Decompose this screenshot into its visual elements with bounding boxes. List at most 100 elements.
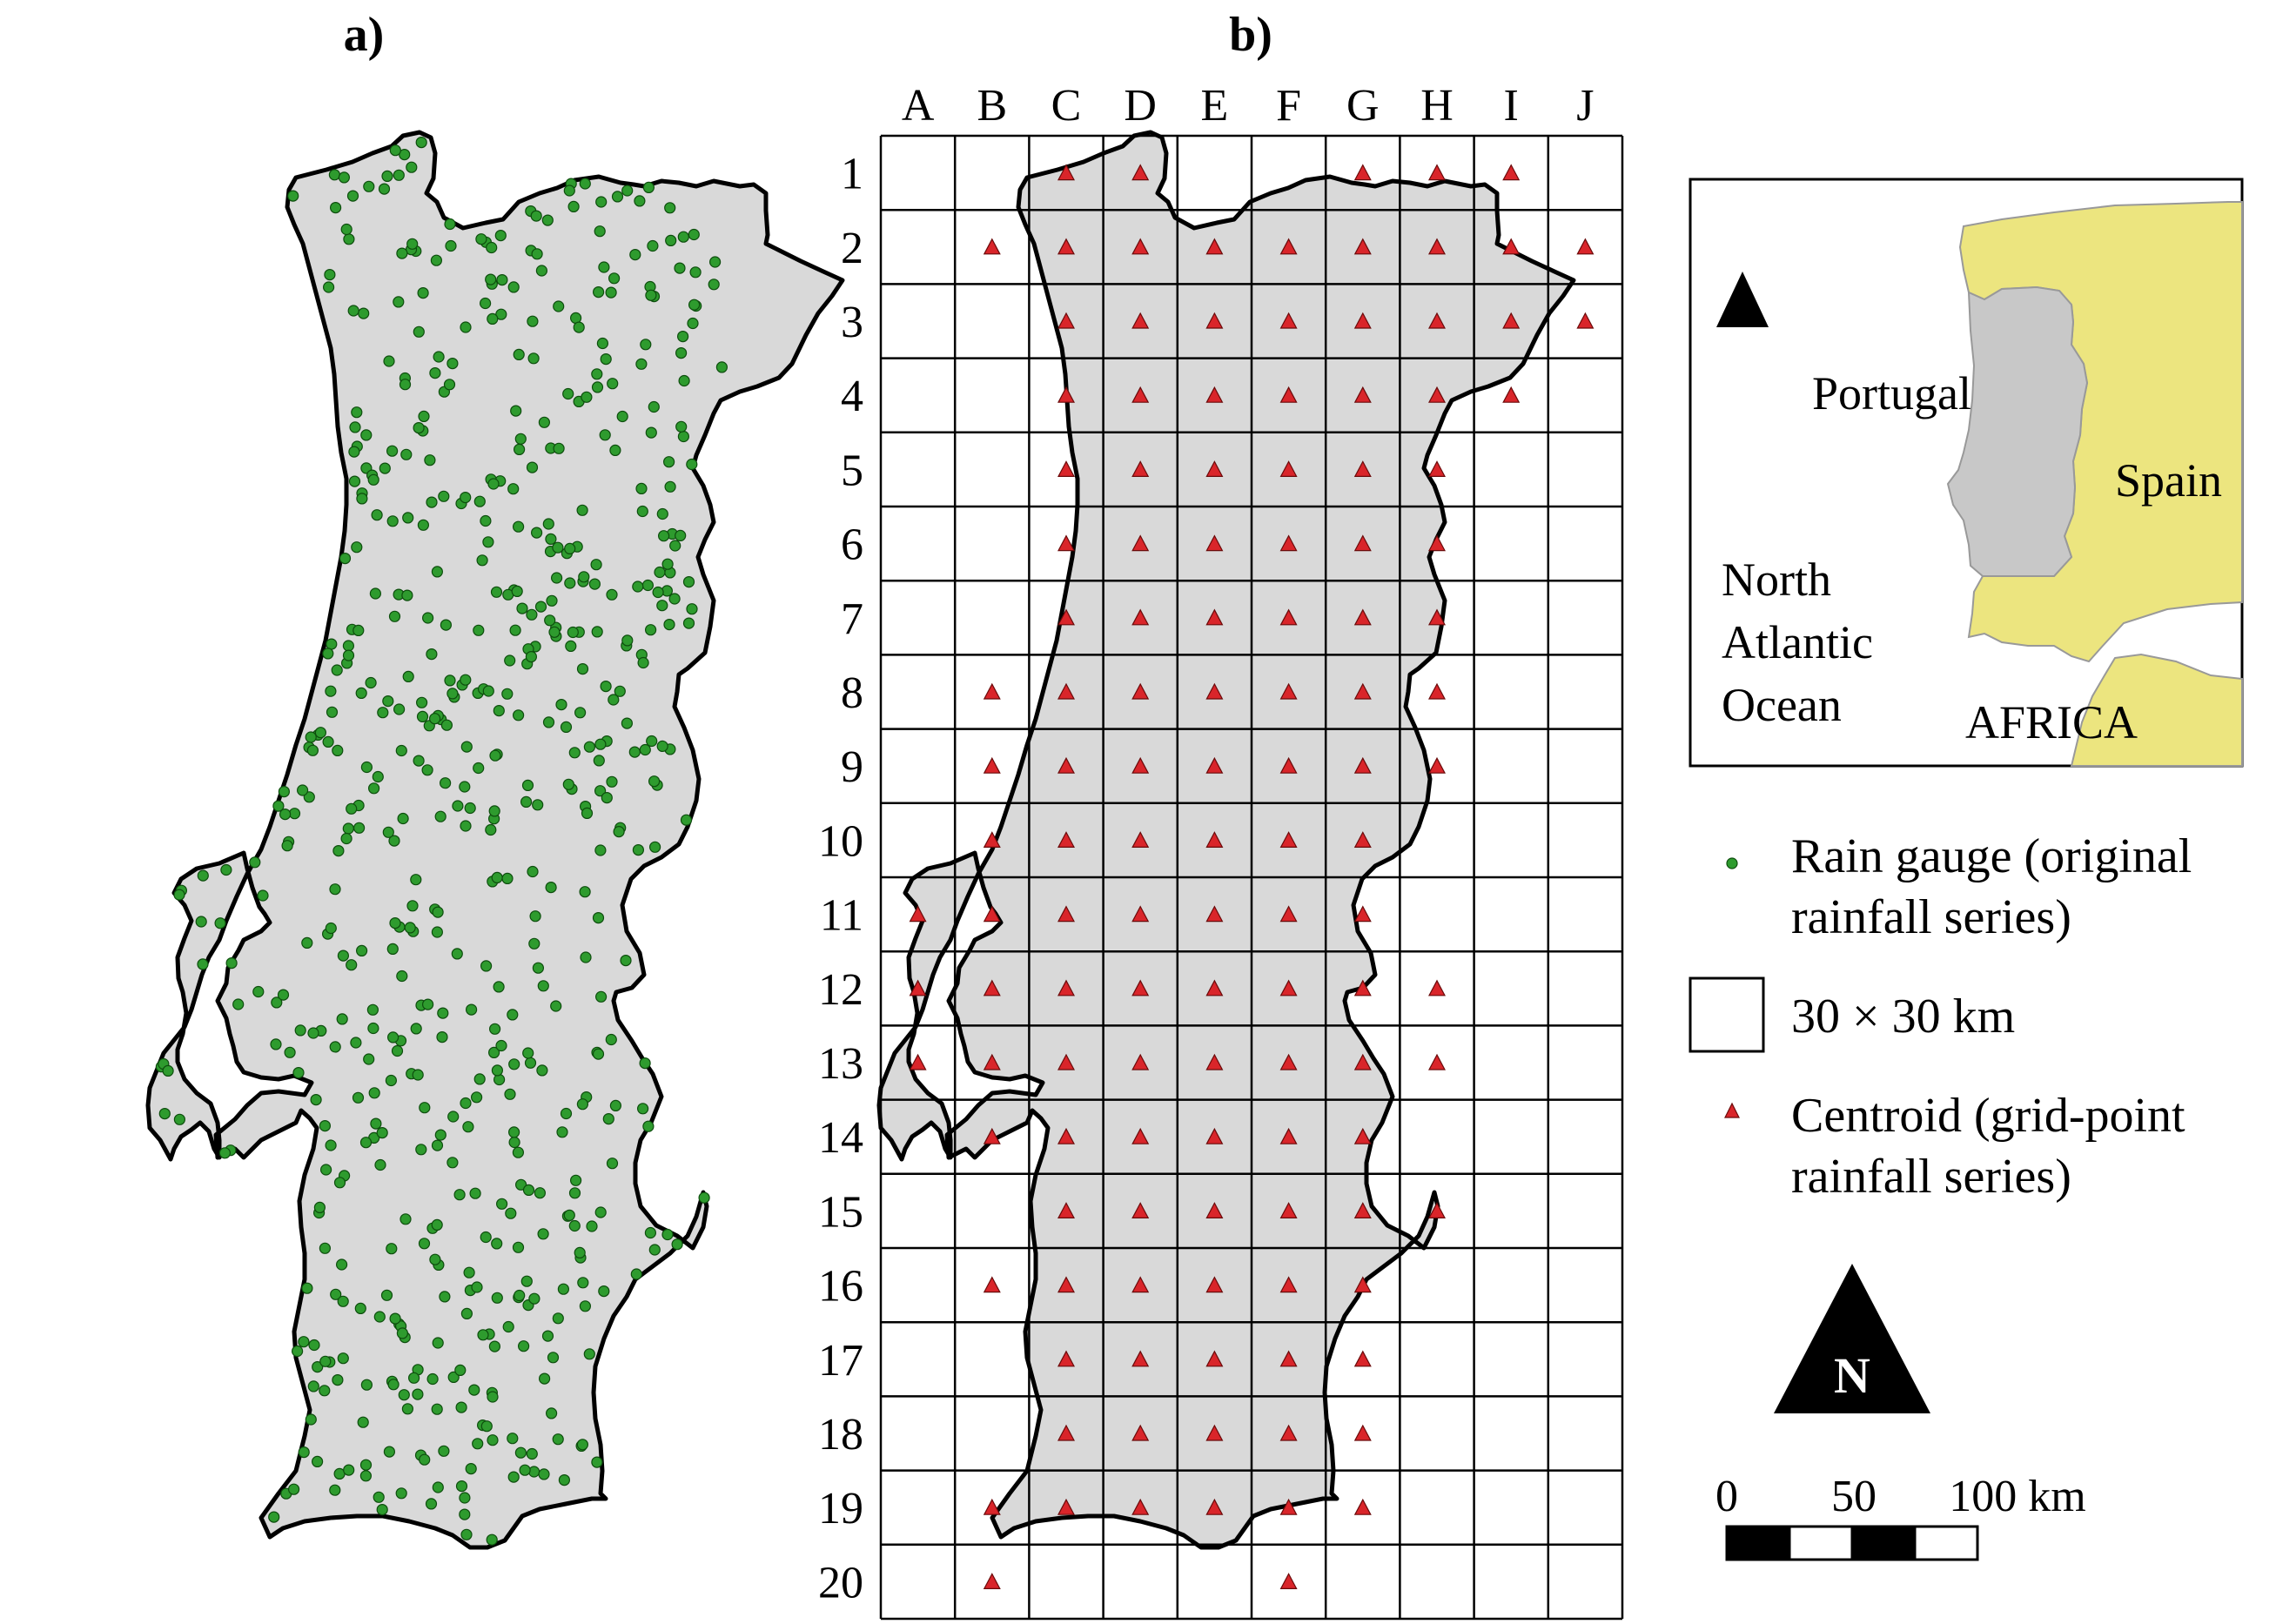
- rain-gauge-point: [574, 1246, 586, 1259]
- rain-gauge-point: [408, 1372, 420, 1384]
- centroid-G19: [1353, 1498, 1372, 1515]
- rain-gauge-point: [324, 269, 336, 281]
- map-b: [876, 130, 1576, 1550]
- rain-gauge-point: [645, 289, 657, 301]
- centroid-G16: [1353, 1276, 1372, 1293]
- rain-gauge-point: [367, 473, 379, 486]
- centroid-F9: [1279, 756, 1298, 774]
- legend-gauge-symbol: [1726, 857, 1738, 869]
- centroid-E6: [1205, 534, 1224, 552]
- centroid-D17: [1131, 1350, 1150, 1367]
- rain-gauge-point: [565, 640, 577, 653]
- rain-gauge-point: [583, 1348, 595, 1360]
- rain-gauge-point: [580, 951, 592, 963]
- rain-gauge-point: [678, 374, 690, 387]
- rain-gauge-point: [550, 1000, 562, 1012]
- rain-gauge-point: [389, 144, 401, 157]
- rain-gauge-point: [387, 1031, 399, 1044]
- rain-gauge-point: [514, 1178, 527, 1191]
- rain-gauge-point: [639, 1057, 651, 1070]
- rain-gauge-point: [464, 802, 476, 815]
- rain-gauge-point: [278, 785, 290, 798]
- rain-gauge-point: [348, 475, 361, 487]
- centroid-C18: [1057, 1424, 1075, 1441]
- rain-gauge-point: [591, 1456, 603, 1468]
- rain-gauge-point: [621, 634, 634, 647]
- rain-gauge-point: [197, 869, 209, 882]
- centroid-D12: [1131, 979, 1150, 997]
- rain-gauge-point: [545, 533, 557, 546]
- rain-gauge-point: [598, 261, 610, 273]
- rain-gauge-point: [675, 347, 688, 359]
- centroid-G9: [1353, 756, 1372, 774]
- inset-label-ocean-2: Atlantic: [1722, 616, 1873, 668]
- rain-gauge-point: [422, 998, 434, 1010]
- north-arrow-label: N: [1834, 1347, 1870, 1404]
- rain-gauge-point: [646, 735, 658, 748]
- rain-gauge-point: [512, 1241, 525, 1253]
- rain-gauge-point: [426, 496, 438, 508]
- centroid-C19: [1057, 1498, 1075, 1515]
- rain-gauge-point: [512, 520, 525, 533]
- rain-gauge-point: [359, 1470, 372, 1482]
- rain-gauge-point: [355, 687, 367, 700]
- rain-gauge-point: [567, 200, 580, 212]
- rain-gauge-point: [438, 1445, 450, 1457]
- rain-gauge-point: [379, 462, 391, 474]
- centroid-I4: [1502, 386, 1521, 403]
- rain-gauge-point: [337, 1295, 349, 1307]
- rain-gauge-point: [288, 1483, 300, 1495]
- rain-gauge-point: [578, 571, 590, 583]
- rain-gauge-point: [594, 990, 608, 1003]
- rain-gauge-point: [434, 1129, 446, 1141]
- rain-gauge-point: [406, 238, 419, 250]
- centroid-B8: [983, 682, 1001, 700]
- centroid-H7: [1428, 608, 1446, 626]
- grid-column-label: E: [1201, 81, 1229, 131]
- rain-gauge-point: [340, 223, 352, 236]
- rain-gauge-point: [307, 1027, 319, 1039]
- rain-gauge-point: [636, 505, 648, 518]
- rain-gauge-point: [429, 713, 441, 725]
- rain-gauge-point: [468, 1384, 480, 1396]
- centroid-B9: [983, 756, 1001, 774]
- rain-gauge-point: [552, 541, 564, 554]
- rain-gauge-point: [325, 1139, 337, 1151]
- rain-gauge-point: [475, 233, 487, 245]
- rain-gauge-point: [395, 744, 407, 757]
- rain-gauge-point: [310, 1093, 322, 1106]
- rain-gauge-point: [412, 1388, 424, 1400]
- rain-gauge-point: [330, 202, 342, 214]
- rain-gauge-point: [444, 218, 456, 231]
- grid-row-label: 2: [841, 224, 863, 273]
- rain-gauge-point: [614, 685, 626, 697]
- centroid-H8: [1428, 682, 1446, 700]
- rain-gauge-point: [370, 1117, 382, 1130]
- rain-gauge-point: [383, 1446, 395, 1458]
- rain-gauge-point: [480, 1231, 492, 1244]
- rain-gauge-point: [388, 610, 401, 622]
- rain-gauge-point: [357, 1416, 369, 1428]
- centroid-G4: [1353, 386, 1372, 403]
- rain-gauge-point: [413, 325, 425, 338]
- rain-gauge-point: [648, 841, 661, 853]
- centroid-C9: [1057, 756, 1075, 774]
- centroid-D8: [1131, 682, 1150, 700]
- centroid-E5: [1205, 460, 1224, 478]
- rain-gauge-point: [337, 950, 349, 962]
- rain-gauge-point: [525, 650, 538, 663]
- rain-gauge-point: [432, 1481, 444, 1493]
- rain-gauge-point: [476, 554, 488, 567]
- rain-gauge-point: [609, 1099, 622, 1112]
- rain-gauge-point: [490, 586, 503, 598]
- rain-gauge-point: [494, 230, 507, 242]
- centroid-D7: [1131, 608, 1150, 626]
- rain-gauge-point: [197, 958, 209, 970]
- rain-gauge-point: [486, 241, 498, 254]
- rain-gauge-point: [661, 558, 674, 570]
- rain-gauge-point: [391, 1044, 404, 1057]
- rain-gauge-point: [410, 1023, 422, 1035]
- rain-gauge-point: [257, 889, 269, 902]
- centroid-G18: [1353, 1424, 1372, 1441]
- rain-gauge-point: [519, 1464, 531, 1476]
